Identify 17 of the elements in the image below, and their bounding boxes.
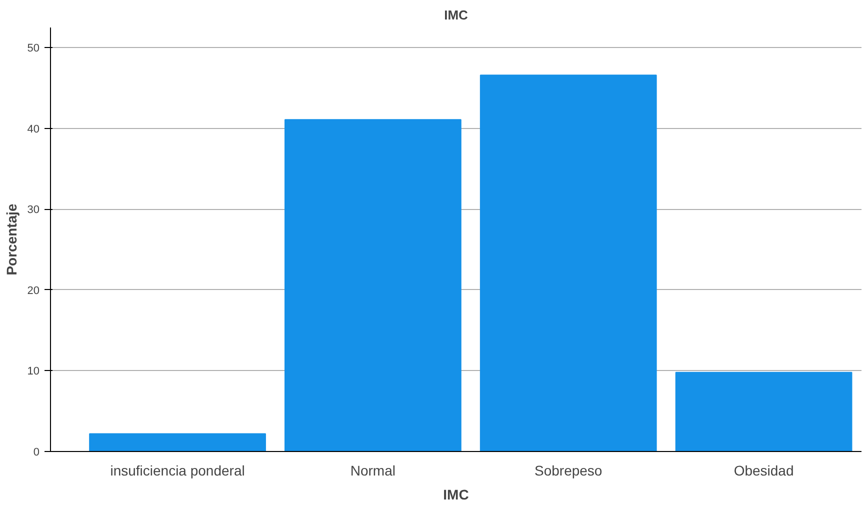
y-tick-label: 20: [27, 284, 40, 297]
y-tick-label: 40: [27, 123, 40, 136]
x-axis-title: IMC: [443, 486, 469, 502]
y-axis-title: Porcentaje: [3, 203, 20, 276]
y-tick-label: 50: [27, 42, 40, 55]
bar: [675, 372, 852, 452]
x-tick-label: Obesidad: [734, 462, 794, 478]
bar: [284, 119, 462, 452]
x-tick-label: Normal: [350, 462, 396, 478]
y-tick-label: 10: [27, 366, 40, 378]
chart-title: IMC: [444, 8, 469, 22]
y-tick-label: 30: [27, 204, 40, 216]
bar: [89, 433, 266, 452]
x-tick-label: Sobrepeso: [534, 462, 602, 478]
bar: [480, 74, 657, 452]
x-tick-label: insuficiencia ponderal: [110, 462, 245, 478]
y-tick-label: 0: [33, 446, 40, 458]
